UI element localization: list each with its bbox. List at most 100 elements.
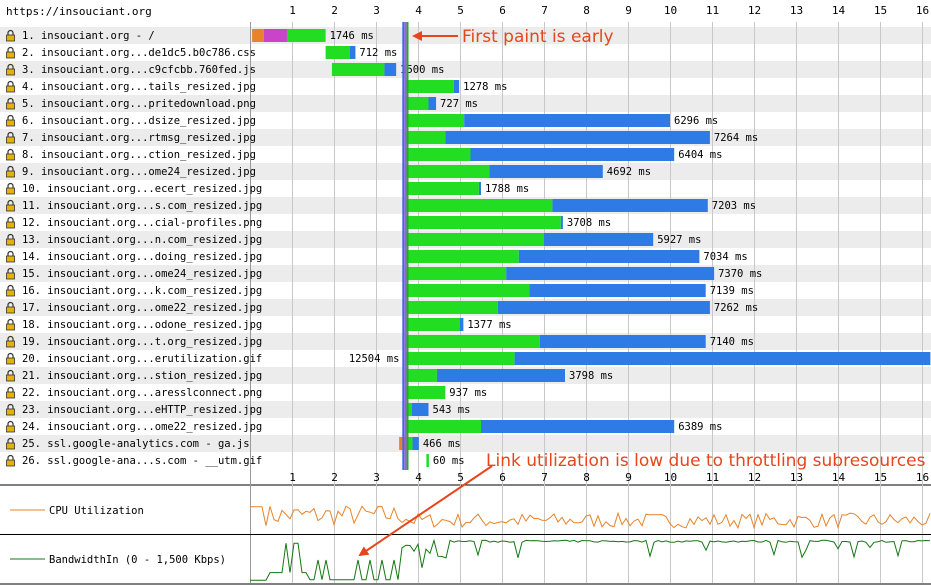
duration-label: 7034 ms: [703, 251, 747, 263]
request-label: 1. insouciant.org - /: [22, 30, 155, 42]
bar-ttfb: [405, 216, 561, 229]
duration-label: 1788 ms: [485, 183, 529, 195]
annotations: First paint is early Link utilization is …: [358, 27, 926, 557]
row-bg: [0, 401, 931, 418]
tick-label-top: 6: [499, 4, 506, 17]
lock-shackle: [7, 420, 14, 426]
row-bg: [0, 27, 931, 44]
tick-label-bottom: 11: [706, 471, 719, 484]
duration-label: 7140 ms: [710, 336, 754, 348]
bar-ttfb: [405, 318, 460, 331]
lock-icon: [6, 369, 15, 382]
lock-icon: [6, 131, 15, 144]
duration-label: 937 ms: [449, 387, 487, 399]
row-bg: [0, 435, 931, 452]
lock-icon: [6, 437, 15, 450]
lock-icon: [6, 454, 15, 467]
tick-label-top: 1: [289, 4, 296, 17]
link-utilization-annotation: Link utilization is low due to throttlin…: [486, 451, 926, 471]
request-label: 14. insouciant.org...doing_resized.jpg: [22, 251, 262, 263]
request-label: 3. insouciant.org...c9cfcbb.760fed.js: [22, 64, 256, 76]
lock-icon: [6, 301, 15, 314]
bar-ttfb: [405, 148, 471, 161]
bar-ttfb: [405, 403, 412, 416]
request-label: 26. ssl.google-ana...s.com - __utm.gif: [22, 455, 262, 467]
bandwidth-in-line: [250, 538, 931, 581]
lock-shackle: [7, 114, 14, 120]
request-label: 11. insouciant.org...s.com_resized.jpg: [22, 200, 262, 212]
request-label: 20. insouciant.org...erutilization.gif: [22, 353, 262, 365]
duration-label: 7139 ms: [710, 285, 754, 297]
bar-download: [436, 369, 565, 382]
request-label: 23. insouciant.org...eHTTP_resized.jpg: [22, 404, 262, 416]
lock-body: [6, 136, 15, 144]
bar-ttfb: [405, 420, 481, 433]
bar-download: [489, 165, 603, 178]
tick-label-bottom: 1: [289, 471, 296, 484]
bar-ttfb: [405, 97, 429, 110]
duration-label: 3708 ms: [567, 217, 611, 229]
tick-label-top: 5: [457, 4, 464, 17]
bar-download: [460, 318, 464, 331]
bar-download: [514, 352, 931, 365]
bar-download: [539, 335, 706, 348]
lock-shackle: [7, 437, 14, 443]
request-label: 22. insouciant.org...aresslconnect.png: [22, 387, 262, 399]
cpu-utilization-line: [250, 505, 931, 530]
bar-download: [506, 267, 715, 280]
lock-shackle: [7, 250, 14, 256]
lock-body: [6, 357, 15, 365]
duration-label: 12504 ms: [349, 353, 400, 365]
tick-label-top: 4: [415, 4, 422, 17]
tick-label-bottom: 10: [664, 471, 677, 484]
tick-label-bottom: 2: [331, 471, 338, 484]
bar-download: [478, 182, 481, 195]
lock-icon: [6, 250, 15, 263]
bar-download: [428, 97, 437, 110]
lock-shackle: [7, 352, 14, 358]
lock-shackle: [7, 335, 14, 341]
lock-body: [6, 374, 15, 382]
bar-ttfb: [286, 29, 326, 42]
request-label: 13. insouciant.org...n.com_resized.jpg: [22, 234, 262, 246]
lock-body: [6, 425, 15, 433]
bar-download: [518, 250, 700, 263]
duration-label: 7262 ms: [714, 302, 758, 314]
lock-icon: [6, 165, 15, 178]
bar-download: [529, 284, 706, 297]
lock-body: [6, 34, 15, 42]
lock-shackle: [7, 403, 14, 409]
lock-body: [6, 442, 15, 450]
duration-label: 1746 ms: [330, 30, 374, 42]
lock-body: [6, 51, 15, 59]
lock-icon: [6, 97, 15, 110]
duration-label: 5927 ms: [657, 234, 701, 246]
bar-download: [384, 63, 397, 76]
lock-shackle: [7, 199, 14, 205]
lock-icon: [6, 318, 15, 331]
bar-download: [470, 148, 675, 161]
cpu-legend-label: CPU Utilization: [49, 505, 144, 517]
lock-icon: [6, 403, 15, 416]
event-markers: [402, 22, 409, 470]
tick-label-top: 7: [541, 4, 548, 17]
bar-ttfb: [405, 114, 465, 127]
page-url: https://insouciant.org: [6, 5, 152, 18]
lock-shackle: [7, 318, 14, 324]
lock-shackle: [7, 301, 14, 307]
tick-label-top: 3: [373, 4, 380, 17]
request-label: 10. insouciant.org...ecert_resized.jpg: [22, 183, 262, 195]
lock-shackle: [7, 63, 14, 69]
request-label: 18. insouciant.org...odone_resized.jpg: [22, 319, 262, 331]
duration-label: 727 ms: [440, 98, 478, 110]
tick-label-top: 12: [748, 4, 761, 17]
bar-ttfb: [405, 369, 437, 382]
lock-shackle: [7, 97, 14, 103]
request-labels: 1. insouciant.org - / 2. insouciant.org..…: [6, 29, 262, 467]
request-label: 24. insouciant.org...ome22_resized.jpg: [22, 421, 262, 433]
lock-icon: [6, 182, 15, 195]
tick-label-top: 9: [625, 4, 632, 17]
request-label: 2. insouciant.org...de1dc5.b0c786.css: [22, 47, 256, 59]
